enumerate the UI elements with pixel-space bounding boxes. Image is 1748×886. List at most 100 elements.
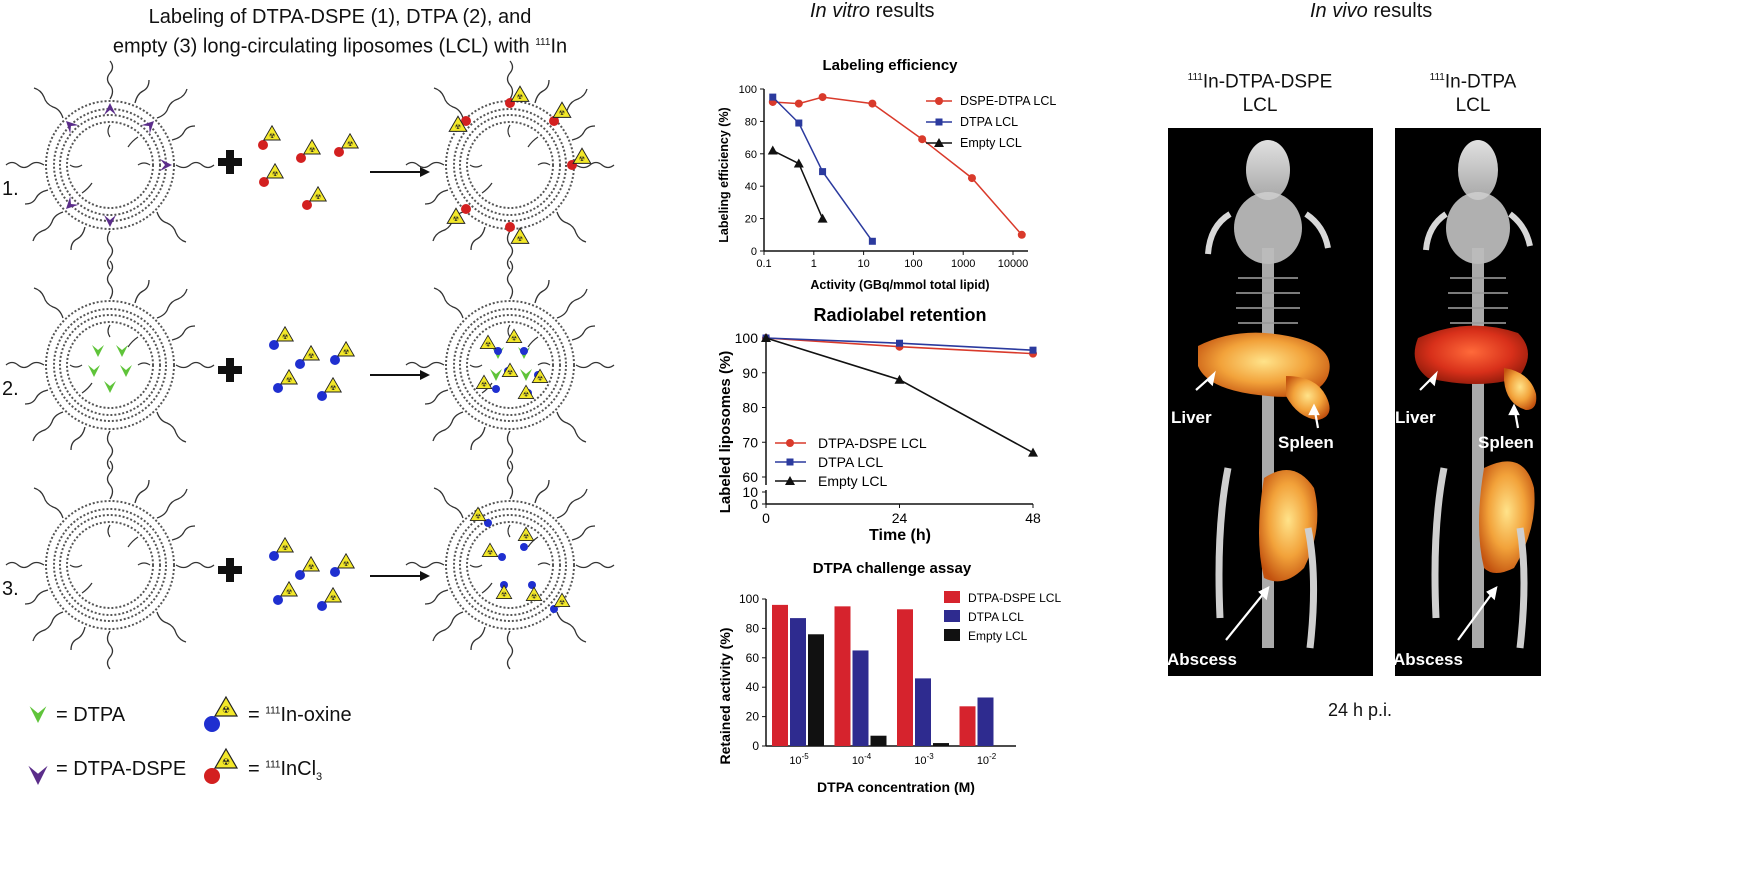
- chart1-xlabel: Activity (GBq/mmol total lipid): [810, 278, 989, 292]
- chart3-bar: [897, 609, 913, 746]
- chart1-point: [868, 99, 877, 108]
- chart1-ytick-label: 100: [739, 84, 757, 96]
- chart2-legend-label: Empty LCL: [818, 473, 887, 489]
- chart2-ytick-label: 0: [750, 496, 758, 512]
- chart1-legend-label: DSPE-DTPA LCL: [960, 94, 1056, 108]
- mouse1-image: [1168, 128, 1373, 676]
- legend-oxine-eq: =: [248, 704, 266, 726]
- chart1-legend-marker: [935, 97, 943, 105]
- liposome-dtpa: [5, 260, 215, 470]
- row-number-1: 1.: [2, 178, 19, 200]
- mouse2-label-line1: 111In-DTPA: [1398, 66, 1548, 94]
- chart2-axis-break: [760, 485, 772, 490]
- chart3-bar: [870, 735, 887, 746]
- chart2-legend-label: DTPA-DSPE LCL: [818, 435, 927, 451]
- arrow-1: [370, 167, 430, 177]
- chart2-ytick-label: 60: [742, 469, 758, 485]
- mouse1-label-line2: LCL: [1242, 95, 1278, 117]
- chart3-ytick-label: 40: [746, 680, 760, 694]
- chart1-xtick-label: 10: [857, 258, 869, 270]
- chart3-ytick-label: 0: [752, 739, 759, 753]
- chart1-point: [819, 168, 827, 176]
- chart1-plot: 0 20 40 60 80 100 0.1 1 10 100 1000 10000 DSPE-DTPA …: [739, 84, 1057, 270]
- chart1-ytick-label: 40: [745, 181, 757, 193]
- liposome-empty: [5, 460, 215, 670]
- legend-incl3-icon: [204, 748, 238, 784]
- chart3-bar: [834, 606, 851, 746]
- legend-oxine-sup: 111: [265, 705, 281, 717]
- chart2-ytick-label: 80: [742, 400, 758, 416]
- chart3-xtick-label: 10-2: [977, 752, 997, 767]
- chart3-xlabel: DTPA concentration (M): [817, 779, 975, 795]
- incl3-group-1: [258, 125, 359, 210]
- chart2-point: [761, 333, 771, 342]
- row-number-2: 2.: [2, 378, 19, 400]
- chart1-ytick-label: 0: [751, 246, 757, 258]
- chart1-xtick-label: 1: [811, 258, 817, 270]
- liposome-dtpa-dspe-labeled: [405, 60, 615, 270]
- mouse2-abscess-label: Abscess: [1393, 650, 1463, 669]
- oxine-group-2: [269, 326, 355, 401]
- chart2-title: Radiolabel retention: [813, 305, 986, 325]
- mouse2-sup: 111: [1429, 72, 1445, 83]
- chart1-xtick-label: 100: [904, 258, 922, 270]
- chart2-xlabel: Time (h): [869, 527, 931, 544]
- mouse2-label-line2: LCL: [1455, 95, 1491, 117]
- chart3-bar: [808, 634, 824, 746]
- arrow-2: [370, 370, 430, 380]
- title-line-2-end: In: [550, 35, 568, 58]
- chart1-xtick-label: 10000: [998, 258, 1029, 270]
- liposome-dtpa-labeled: [405, 260, 615, 470]
- in-vitro-header: In vitro results: [810, 0, 935, 23]
- chart1-title: Labeling efficiency: [822, 57, 958, 74]
- mouse2-liver-label: Liver: [1395, 408, 1436, 427]
- in-vivo-italic: In vivo: [1310, 0, 1368, 22]
- chart3-title: DTPA challenge assay: [813, 560, 972, 577]
- chart2-legend-label: DTPA LCL: [818, 454, 883, 470]
- chart3-legend-label: DTPA-DSPE LCL: [968, 591, 1061, 605]
- chart2-legend-marker: [786, 439, 794, 447]
- chart3-bar: [772, 604, 788, 746]
- chart1-legend-marker: [934, 138, 944, 147]
- legend-incl3-label: = 111InCl3: [248, 758, 322, 783]
- mouse1-spleen-label: Spleen: [1278, 433, 1334, 452]
- mouse2-text: In-DTPA: [1444, 71, 1517, 93]
- legend-incl-sub: 3: [316, 771, 323, 783]
- plus-icon-1: [218, 150, 242, 174]
- mouse2-spleen-label: Spleen: [1478, 433, 1534, 452]
- legend-dtpa-icon: [29, 706, 47, 723]
- chart1-ytick-label: 60: [745, 149, 757, 161]
- chart3-bar: [959, 706, 976, 746]
- chart2-xtick-label: 24: [892, 510, 908, 526]
- chart3-ytick-label: 80: [746, 621, 760, 635]
- chart1-point: [967, 174, 976, 183]
- chart2-point: [1028, 447, 1038, 457]
- chart2-ytick-label: 100: [735, 330, 759, 346]
- chart3-legend-label: DTPA LCL: [968, 610, 1024, 624]
- chart2-xtick-label: 48: [1025, 510, 1041, 526]
- chart3-bar: [933, 743, 949, 746]
- timepoint-label: 24 h p.i.: [1327, 700, 1393, 720]
- liposome-dtpa-dspe: [5, 60, 215, 270]
- chart3-legend-swatch: [944, 591, 960, 603]
- legend-incl-eq: =: [248, 758, 266, 780]
- plus-icon-2: [218, 358, 242, 382]
- chart3-bar: [977, 697, 994, 746]
- mouse1-label-line1: 111In-DTPA-DSPE: [1160, 66, 1360, 94]
- chart1-ytick-label: 20: [745, 214, 757, 226]
- liposome-schematic: ☢: [5, 60, 615, 785]
- legend-dtpa-label: = DTPA: [56, 704, 126, 726]
- title-line-2-text: empty (3) long-circulating liposomes (LC…: [112, 35, 536, 58]
- chart2-ytick-label: 90: [742, 365, 758, 381]
- chart1-point: [1017, 230, 1026, 239]
- in-vitro-italic: In vitro: [810, 0, 871, 22]
- chart2-xtick-label: 0: [762, 510, 770, 526]
- chart3-bar: [790, 618, 806, 746]
- title-line-2: empty (3) long-circulating liposomes (LC…: [40, 30, 640, 60]
- chart1-ylabel: Labeling efficiency (%): [717, 107, 731, 242]
- oxine-group-3: [269, 537, 355, 611]
- mouse2-image: [1395, 128, 1541, 676]
- legend-dtpa-dspe-icon: [28, 765, 48, 785]
- chart1-point: [818, 93, 827, 102]
